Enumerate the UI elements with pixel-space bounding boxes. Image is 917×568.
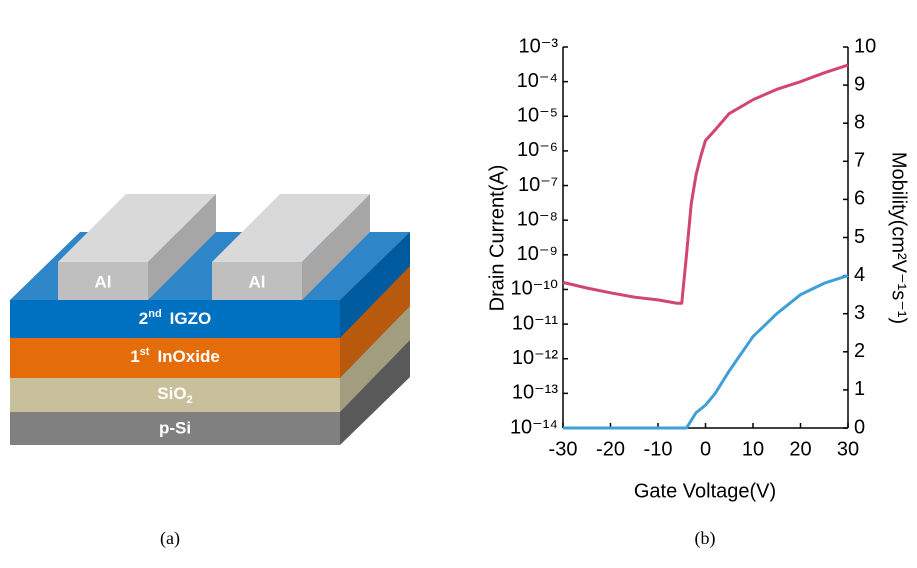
electrode-label: Al (249, 272, 266, 291)
y2-axis-title: Mobility(cm²V⁻¹s⁻¹) (888, 152, 910, 324)
y2-tick-label: 9 (854, 73, 865, 95)
y-axis-title: Drain Current(A) (486, 165, 508, 312)
y2-tick-label: 6 (854, 188, 865, 210)
layer-label-part: InOxide (157, 347, 219, 366)
x-tick-label: 30 (837, 438, 859, 460)
y2-tick-label: 4 (854, 264, 865, 286)
layer-label-part: 1 (130, 347, 139, 366)
y-tick-label: 10⁻¹² (512, 347, 558, 369)
layer-label-sub: 2 (187, 394, 193, 406)
y-tick-label: 10⁻⁷ (518, 174, 558, 196)
y2-tick-label: 5 (854, 226, 865, 248)
layer-label-part: 2 (139, 309, 148, 328)
x-tick-label: -30 (549, 438, 578, 460)
data-line (563, 65, 848, 303)
y-tick-label: 10⁻⁸ (517, 208, 558, 230)
y-tick-label: 10⁻⁴ (517, 70, 558, 92)
y-tick-label: 10⁻⁵ (517, 105, 558, 127)
caption: (b) (695, 528, 716, 549)
y2-tick-label: 1 (854, 378, 865, 400)
x-tick-label: -10 (644, 438, 673, 460)
y2-tick-label: 7 (854, 150, 865, 172)
x-axis-title: Gate Voltage(V) (634, 480, 776, 502)
layer-label: p-Si (159, 418, 191, 437)
layer-label-sup: nd (148, 308, 161, 320)
x-tick-label: 0 (700, 438, 711, 460)
y-tick-label: 10⁻³ (519, 35, 559, 57)
figure: Al Al 2ndIGZO 1stInOxide SiO2 p-Si (a) (… (0, 0, 917, 568)
y-tick-label: 10⁻⁶ (517, 139, 558, 161)
y2-tick-label: 2 (854, 340, 865, 362)
y-tick-label: 10⁻¹⁴ (510, 416, 558, 438)
y2-tick-label: 3 (854, 302, 865, 324)
chart: Gate Voltage(V) Drain Current(A) Mobilit… (486, 35, 909, 502)
y-tick-label: 10⁻⁹ (517, 243, 558, 265)
y2-tick-label: 8 (854, 111, 865, 133)
y2-tick-label: 10 (854, 35, 876, 57)
electrode-label: Al (95, 272, 112, 291)
layer-label-part: SiO (157, 384, 186, 403)
x-tick-label: -20 (596, 438, 625, 460)
x-tick-label: 20 (789, 438, 811, 460)
layer-label-part: IGZO (170, 309, 212, 328)
layer-label-sup: st (140, 346, 150, 358)
data-line (563, 276, 848, 428)
y-tick-label: 10⁻¹¹ (512, 312, 558, 334)
y-tick-label: 10⁻¹³ (512, 382, 558, 404)
y-tick-label: 10⁻¹⁰ (511, 278, 558, 300)
x-tick-label: 10 (742, 438, 764, 460)
caption: (a) (160, 528, 180, 549)
y2-tick-label: 0 (854, 416, 865, 438)
